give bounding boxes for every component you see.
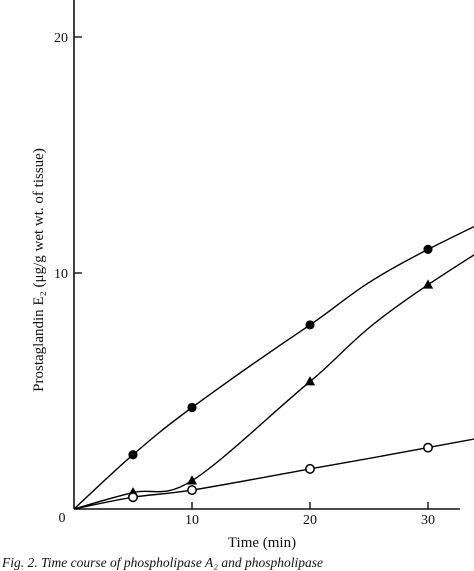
x-tick-label: 20 [303, 513, 317, 528]
y-tick-label: 10 [54, 267, 68, 282]
data-point [187, 485, 197, 496]
data-point [422, 279, 434, 289]
series-line [73, 225, 474, 510]
data-point [128, 492, 138, 503]
series-open-circle [73, 438, 474, 510]
series-filled-circle [73, 225, 474, 510]
series-line [73, 254, 474, 510]
x-tick-label: 10 [185, 513, 199, 528]
y-tick-label: 20 [54, 31, 68, 46]
data-point [305, 320, 315, 330]
data-point [423, 442, 433, 453]
x-tick-label: 30 [421, 513, 435, 528]
series-filled-triangle [73, 254, 474, 510]
figure-caption: Fig. 2. Time course of phospholipase A₂ … [1, 555, 323, 570]
x-axis-ticks: 10203060 [185, 502, 435, 528]
data-point [304, 376, 316, 386]
series-layer [73, 225, 474, 510]
y-axis-title: Prostaglandin E₂ (μg/g wet wt. of tissue… [31, 148, 47, 392]
data-point [128, 450, 138, 460]
data-point [187, 402, 197, 413]
data-point [305, 463, 315, 474]
data-point [423, 244, 433, 254]
origin-tick-label: 0 [59, 511, 66, 526]
x-axis-title: Time (min) [228, 535, 296, 551]
data-point [186, 475, 198, 485]
